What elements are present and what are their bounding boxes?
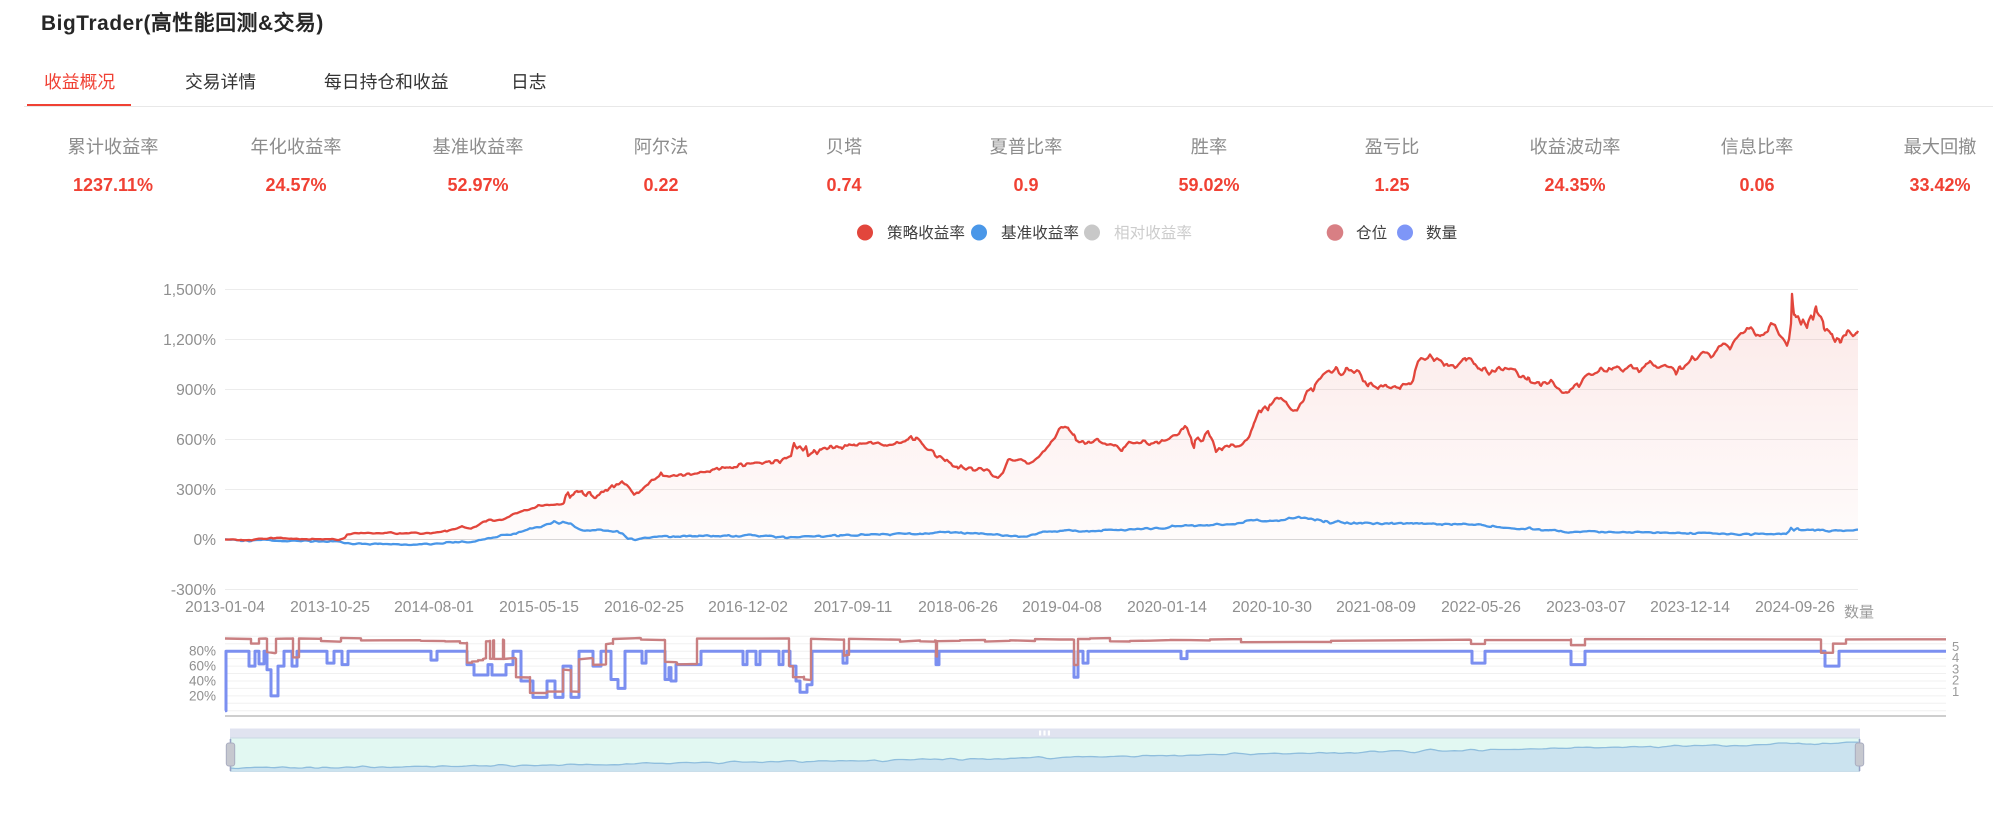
svg-text:1,500%: 1,500% (163, 282, 216, 299)
svg-text:2016-12-02: 2016-12-02 (708, 599, 788, 616)
svg-text:2016-02-25: 2016-02-25 (604, 599, 684, 616)
svg-text:-300%: -300% (171, 582, 216, 599)
svg-text:仓位: 仓位 (1356, 224, 1387, 242)
svg-text:3: 3 (1952, 661, 1959, 676)
svg-text:2023-12-14: 2023-12-14 (1650, 599, 1730, 616)
svg-text:1,200%: 1,200% (163, 332, 216, 349)
svg-text:20%: 20% (189, 688, 216, 703)
svg-text:基准收益率: 基准收益率 (1001, 224, 1079, 242)
svg-text:2013-10-25: 2013-10-25 (290, 599, 370, 616)
svg-text:数量: 数量 (1844, 604, 1874, 621)
svg-text:策略收益率: 策略收益率 (887, 224, 965, 242)
svg-text:2023-03-07: 2023-03-07 (1546, 599, 1626, 616)
svg-text:相对收益率: 相对收益率 (1114, 224, 1192, 242)
svg-text:2015-05-15: 2015-05-15 (499, 599, 579, 616)
svg-text:5: 5 (1952, 639, 1959, 654)
svg-text:2019-04-08: 2019-04-08 (1022, 599, 1102, 616)
svg-text:0%: 0% (193, 532, 216, 549)
svg-text:4: 4 (1952, 650, 1959, 665)
svg-text:2022-05-26: 2022-05-26 (1441, 599, 1521, 616)
svg-text:2014-08-01: 2014-08-01 (394, 599, 474, 616)
svg-text:80%: 80% (189, 644, 216, 659)
svg-text:2021-08-09: 2021-08-09 (1336, 599, 1416, 616)
svg-text:2020-10-30: 2020-10-30 (1232, 599, 1312, 616)
svg-text:300%: 300% (176, 482, 216, 499)
svg-text:600%: 600% (176, 432, 216, 449)
svg-text:2018-06-26: 2018-06-26 (918, 599, 998, 616)
svg-text:2: 2 (1952, 673, 1959, 688)
svg-text:数量: 数量 (1426, 224, 1457, 242)
svg-text:60%: 60% (189, 659, 216, 674)
svg-text:40%: 40% (189, 674, 216, 689)
svg-text:2013-01-04: 2013-01-04 (185, 599, 265, 616)
svg-text:1: 1 (1952, 684, 1959, 699)
svg-text:2017-09-11: 2017-09-11 (814, 599, 893, 616)
svg-text:2020-01-14: 2020-01-14 (1127, 599, 1207, 616)
svg-text:2024-09-26: 2024-09-26 (1755, 599, 1835, 616)
svg-text:900%: 900% (176, 382, 216, 399)
